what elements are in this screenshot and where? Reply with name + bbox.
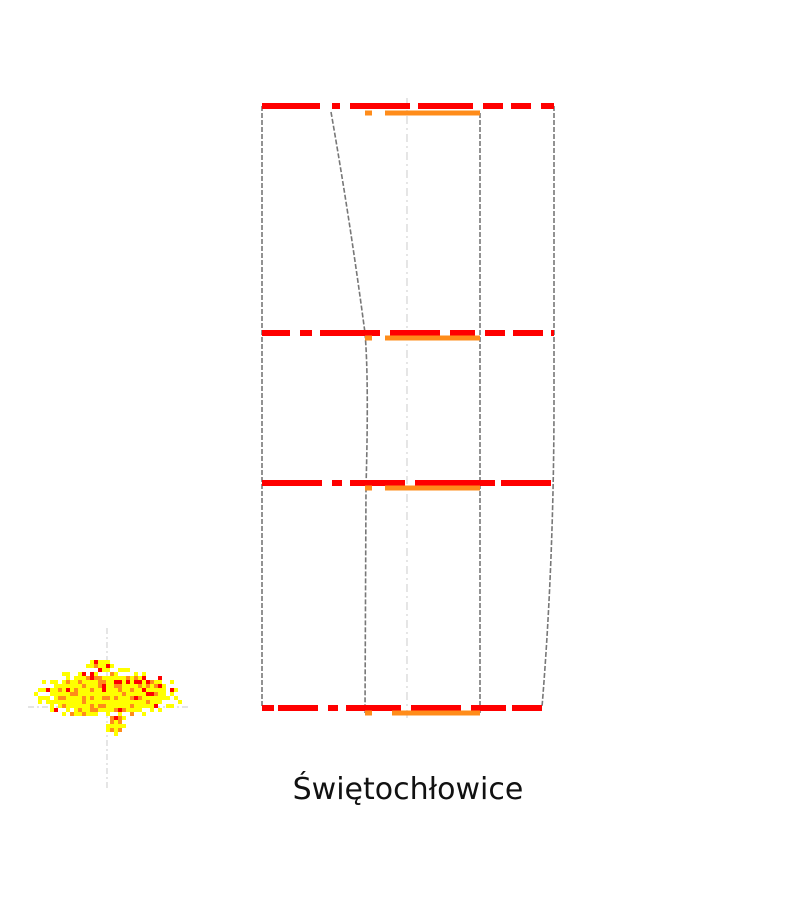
level-line-2	[262, 330, 554, 341]
level-line-1	[262, 103, 554, 116]
level-line-3	[262, 480, 554, 491]
location-shape	[34, 660, 182, 736]
outer-frame	[261, 106, 555, 714]
level-line-4	[262, 705, 542, 716]
place-name: Świętochłowice	[292, 772, 524, 807]
